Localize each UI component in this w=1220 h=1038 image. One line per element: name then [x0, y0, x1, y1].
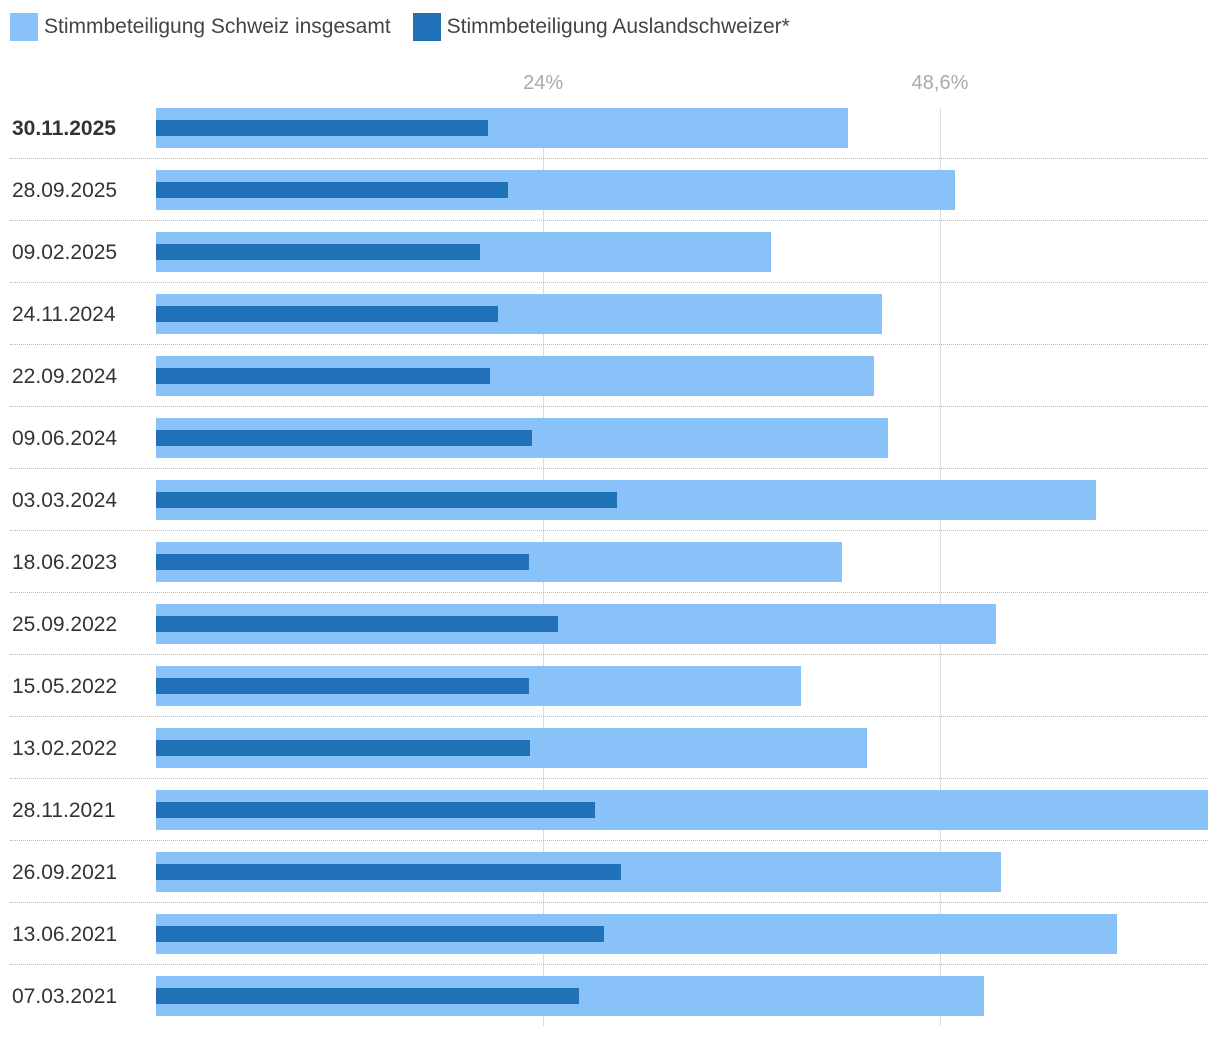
- category-label: 03.03.2024: [12, 489, 118, 512]
- bar-abroad: [156, 864, 621, 880]
- row-divider: [10, 282, 1208, 283]
- legend-label-abroad: Stimmbeteiligung Auslandschweizer*: [446, 15, 790, 38]
- gridline: [940, 108, 941, 1026]
- category-label: 09.02.2025: [12, 241, 118, 264]
- legend-swatch-abroad: [412, 13, 441, 41]
- category-label: 28.11.2021: [12, 799, 116, 822]
- bar-abroad: [156, 988, 579, 1004]
- legend-swatch-total: [10, 13, 38, 41]
- bar-row: 13.02.2022: [0, 728, 1208, 790]
- bar-row: 25.09.2022: [0, 604, 1208, 666]
- bar-abroad: [156, 492, 618, 508]
- row-divider: [10, 654, 1208, 655]
- bar-row: 09.02.2025: [0, 232, 1208, 294]
- bar-abroad: [156, 678, 529, 694]
- legend-label-total: Stimmbeteiligung Schweiz insgesamt: [44, 15, 391, 38]
- bar-abroad: [156, 368, 490, 384]
- legend-item-total: Stimmbeteiligung Schweiz insgesamt: [10, 13, 391, 41]
- bar-row: 28.11.2021: [0, 790, 1208, 852]
- category-label: 22.09.2024: [12, 365, 118, 388]
- bar-row: 26.09.2021: [0, 852, 1208, 914]
- tick-label: 24%: [523, 72, 564, 94]
- bar-abroad: [156, 306, 498, 322]
- category-label: 15.05.2022: [12, 675, 118, 698]
- bar-abroad: [156, 430, 532, 446]
- bar-abroad: [156, 244, 481, 260]
- legend-item-abroad: Stimmbeteiligung Auslandschweizer*: [412, 13, 790, 41]
- bar-abroad: [156, 802, 595, 818]
- bar-abroad: [156, 926, 605, 942]
- bar-row: 28.09.2025: [0, 170, 1208, 232]
- category-label: 18.06.2023: [12, 551, 118, 574]
- bar-row: 24.11.2024: [0, 294, 1208, 356]
- category-label: 13.06.2021: [12, 923, 118, 946]
- bar-row: 09.06.2024: [0, 418, 1208, 480]
- bar-row: 18.06.2023: [0, 542, 1208, 604]
- category-label: 07.03.2021: [12, 985, 118, 1008]
- category-label: 25.09.2022: [12, 613, 118, 636]
- legend: Stimmbeteiligung Schweiz insgesamt Stimm…: [10, 13, 790, 41]
- bar-row: 15.05.2022: [0, 666, 1208, 728]
- category-label: 09.06.2024: [12, 427, 118, 450]
- bar-row: 13.06.2021: [0, 914, 1208, 976]
- row-divider: [10, 592, 1208, 593]
- category-label: 24.11.2024: [12, 303, 116, 326]
- row-divider: [10, 964, 1208, 965]
- bar-abroad: [156, 120, 489, 136]
- category-label: 28.09.2025: [12, 179, 118, 202]
- row-divider: [10, 530, 1208, 531]
- row-divider: [10, 344, 1208, 345]
- row-divider: [10, 778, 1208, 779]
- bar-row: 07.03.2021: [0, 976, 1208, 1038]
- category-label: 30.11.2025: [12, 117, 116, 140]
- bar-row: 22.09.2024: [0, 356, 1208, 418]
- bar-abroad: [156, 554, 529, 570]
- row-divider: [10, 840, 1208, 841]
- row-divider: [10, 468, 1208, 469]
- row-divider: [10, 902, 1208, 903]
- bar-row: 03.03.2024: [0, 480, 1208, 542]
- bar-abroad: [156, 616, 558, 632]
- category-label: 26.09.2021: [12, 861, 118, 884]
- bar-abroad: [156, 740, 531, 756]
- row-divider: [10, 158, 1208, 159]
- category-label: 13.02.2022: [12, 737, 118, 760]
- row-divider: [10, 716, 1208, 717]
- row-divider: [10, 406, 1208, 407]
- bar-abroad: [156, 182, 508, 198]
- tick-label: 48,6%: [911, 72, 969, 94]
- row-divider: [10, 220, 1208, 221]
- bar-row: 30.11.2025: [0, 108, 1208, 170]
